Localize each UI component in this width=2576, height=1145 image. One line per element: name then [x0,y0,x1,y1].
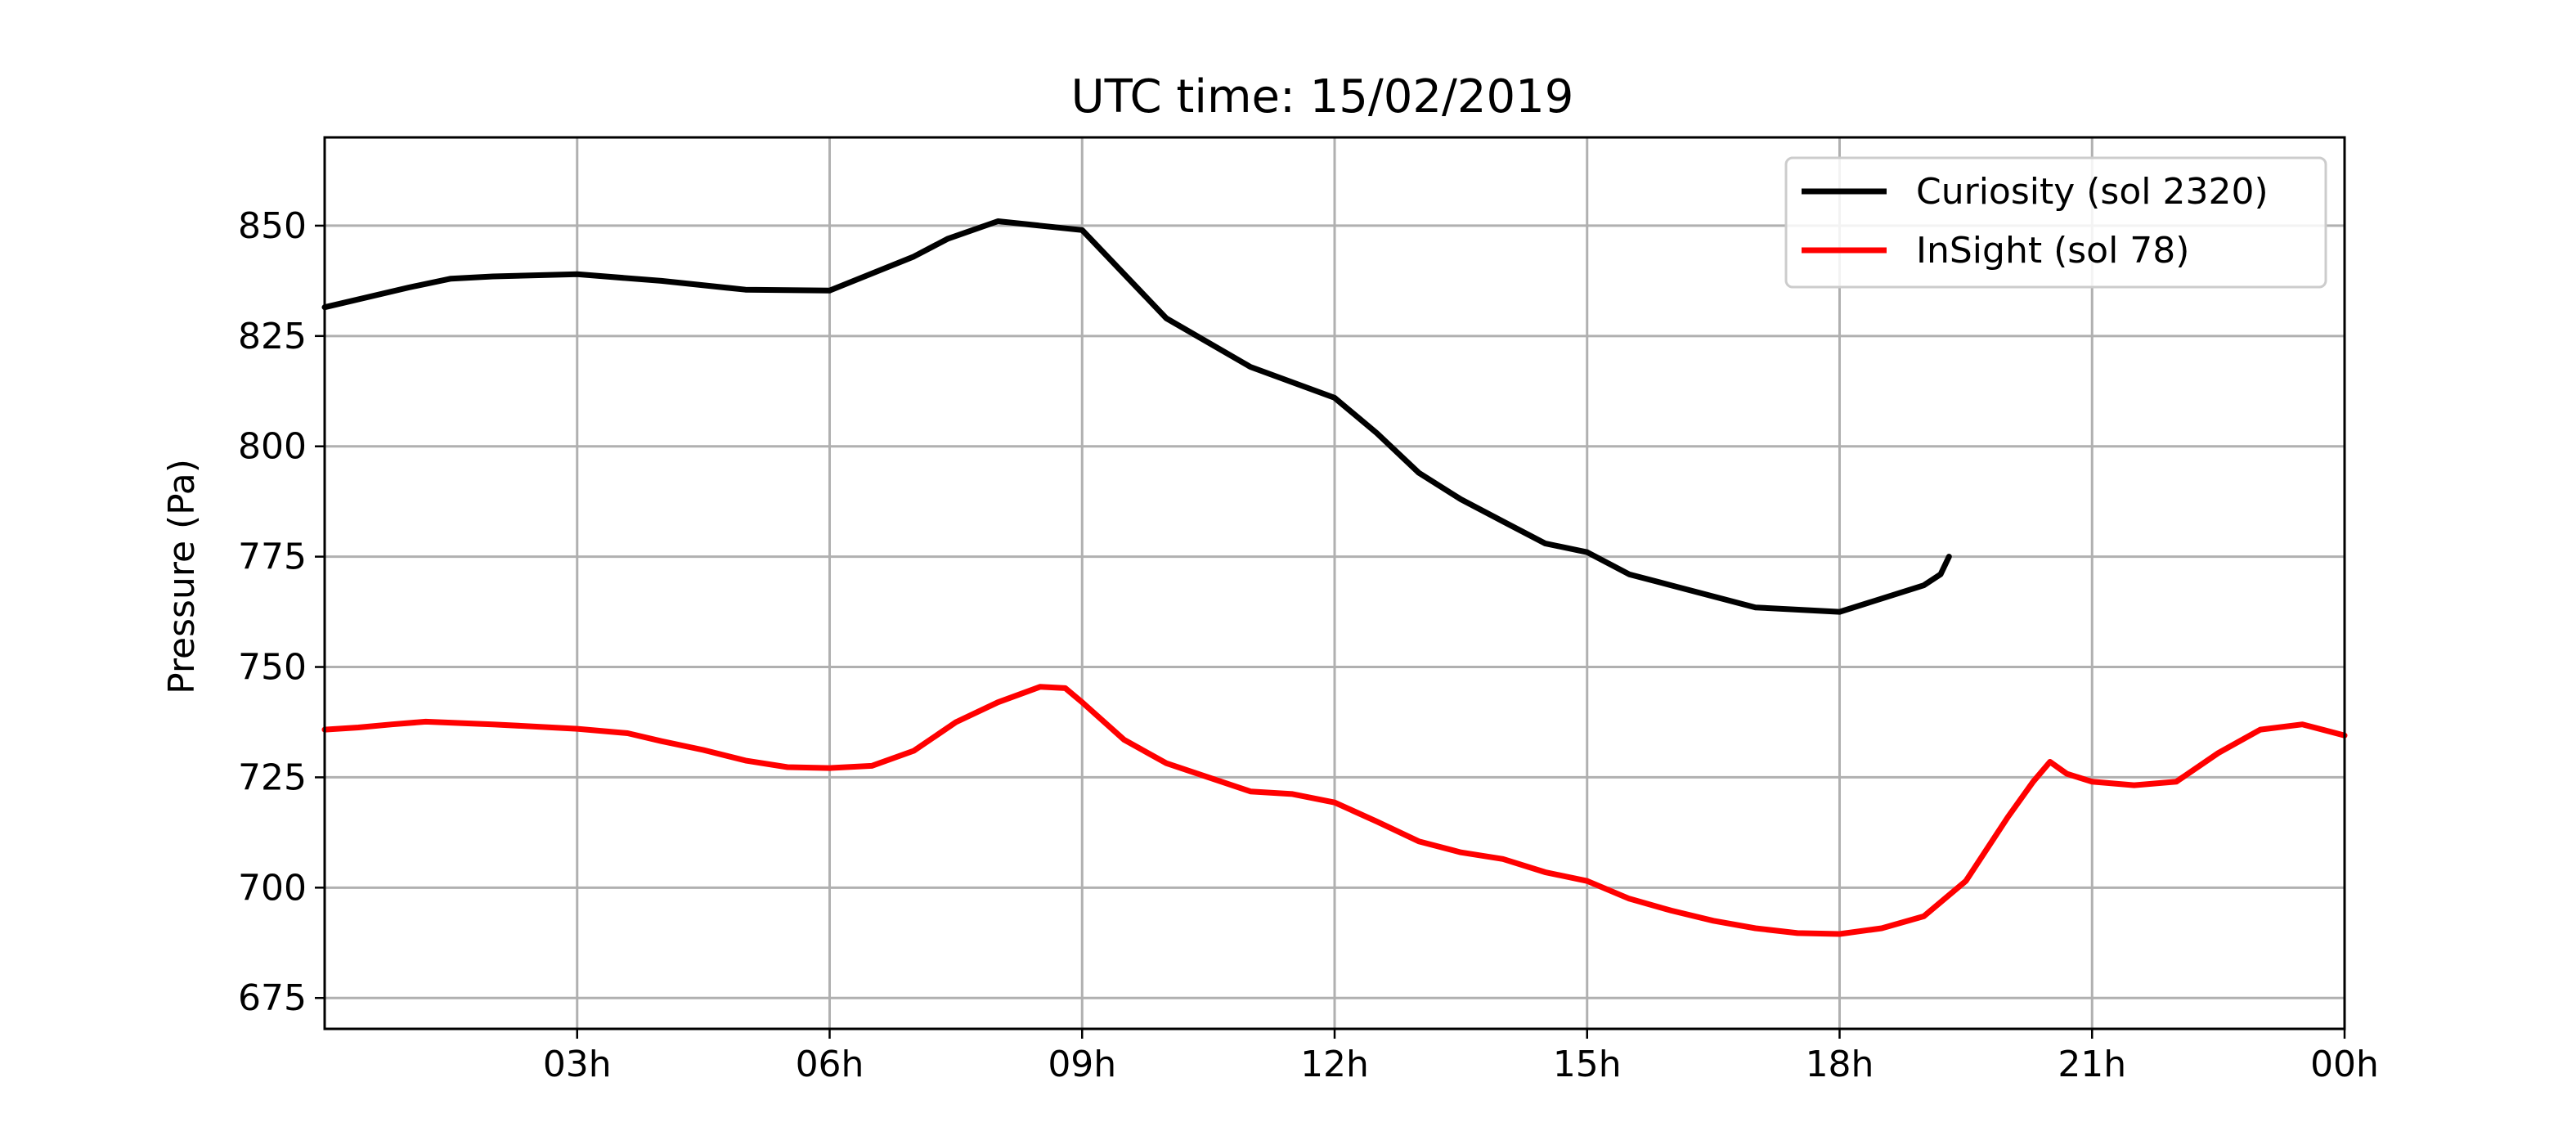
y-tick-label: 800 [238,426,307,468]
legend-label: InSight (sol 78) [1916,230,2189,272]
series-lines [321,218,2348,937]
y-tick-label: 700 [238,867,307,909]
x-tick-label: 03h [543,1044,612,1085]
x-tick-label: 15h [1553,1044,1622,1085]
x-tick-label: 18h [1806,1044,1874,1085]
series-line-curiosity [321,218,1952,615]
legend-box [1784,156,2327,289]
x-tick-label: 00h [2310,1044,2379,1085]
x-tick-label: 21h [2058,1044,2126,1085]
y-tick-label: 750 [238,647,307,689]
chart-title: UTC time: 15/02/2019 [1071,70,1574,123]
y-tick-label: 675 [238,977,307,1019]
y-tick-label: 725 [238,757,307,798]
x-tick-label: 09h [1048,1044,1116,1085]
legend: Curiosity (sol 2320) InSight (sol 78) [1784,156,2327,289]
y-tick-label: 850 [238,205,307,247]
series-line-insight [321,684,2348,937]
y-axis-label: Pressure (Pa) [161,459,203,694]
legend-label: Curiosity (sol 2320) [1916,171,2269,213]
x-tick-label: 12h [1300,1044,1369,1085]
y-tick-label: 825 [238,316,307,357]
axis-ticks: 03h 06h 09h 12h 15h 18h 21h 00h 675 700 725 750 775 8… [238,205,2379,1085]
x-tick-label: 06h [796,1044,864,1085]
y-tick-label: 775 [238,537,307,578]
